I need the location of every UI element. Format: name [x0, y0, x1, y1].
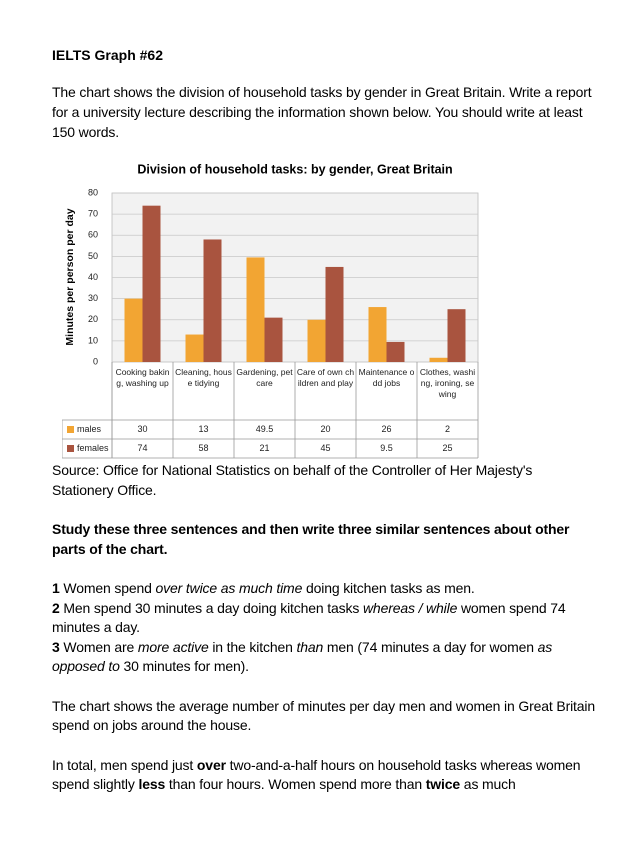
chart-title: Division of household tasks: by gender, … — [137, 162, 452, 176]
text-run: whereas / while — [362, 599, 458, 616]
text-run: 1 — [52, 580, 60, 596]
paragraph: Source: Office for National Statistics o… — [52, 461, 597, 500]
text-run: less — [138, 776, 166, 792]
page-title: IELTS Graph #62 — [52, 47, 163, 63]
text-run: than four hours. Women spend more than — [165, 776, 426, 792]
bar — [325, 266, 344, 362]
legend-swatch — [67, 426, 74, 433]
paragraph: Study these three sentences and then wri… — [52, 520, 597, 559]
text-line: Study these three sentences and then wri… — [52, 520, 597, 559]
text-run: Women are — [59, 638, 138, 655]
table-value: 9.5 — [380, 443, 393, 453]
table-value: 20 — [320, 424, 330, 434]
text-run: than — [296, 638, 324, 655]
paragraph: In total, men spend just over two-and-a-… — [52, 756, 597, 795]
table-value: 26 — [381, 424, 391, 434]
intro-text: The chart shows the division of househol… — [52, 84, 592, 140]
text-run: Study these three sentences and then wri… — [52, 521, 574, 557]
bar — [307, 319, 326, 362]
table-value: 21 — [259, 443, 269, 453]
text-run: doing kitchen tasks as men. — [302, 580, 475, 596]
text-run: twice — [425, 776, 461, 792]
y-tick-label: 70 — [88, 209, 98, 219]
text-run: 30 minutes for men). — [119, 658, 250, 674]
text-run: The chart shows the average number of mi… — [52, 697, 599, 734]
table-value: 49.5 — [256, 424, 274, 434]
text-run: Men spend 30 minutes a day doing kitchen… — [59, 599, 363, 616]
table-value: 2 — [445, 424, 450, 434]
x-tick-label: Cleaning, house tidying — [175, 367, 232, 388]
text-run: more active — [137, 638, 209, 655]
legend-swatch — [67, 445, 74, 452]
text-run: over twice as much time — [155, 580, 303, 596]
text-run: as much — [460, 776, 516, 792]
y-tick-label: 20 — [88, 314, 98, 324]
text-run: men (74 minutes a day for women — [323, 638, 538, 655]
y-tick-label: 40 — [88, 272, 98, 282]
y-tick-label: 80 — [88, 187, 98, 197]
text-line: In total, men spend just over two-and-a-… — [52, 756, 597, 795]
text-line: 3 Women are more active in the kitchen t… — [52, 638, 597, 677]
text-line: Source: Office for National Statistics o… — [52, 461, 597, 500]
text-run: Source: Office for National Statistics o… — [52, 462, 536, 498]
text-line: The chart shows the average number of mi… — [52, 697, 597, 736]
text-blocks: Source: Office for National Statistics o… — [52, 461, 597, 815]
text-run: women spend 74 minutes a day. — [52, 599, 570, 636]
text-run: In total, men spend just — [52, 756, 197, 773]
y-tick-label: 50 — [88, 251, 98, 261]
bar — [264, 317, 283, 362]
y-tick-label: 30 — [88, 293, 98, 303]
text-run: two-and-a-half hours on household tasks … — [52, 756, 585, 793]
bar — [142, 205, 161, 362]
bar — [386, 341, 405, 362]
y-tick-label: 0 — [93, 356, 98, 366]
text-run: in the kitchen — [208, 638, 297, 655]
text-line: 2 Men spend 30 minutes a day doing kitch… — [52, 599, 597, 638]
legend-label: females — [77, 443, 109, 453]
y-tick-label: 60 — [88, 230, 98, 240]
table-value: 45 — [320, 443, 330, 453]
table-value: 58 — [198, 443, 208, 453]
x-tick-label: Clothes, washing, ironing, sewing — [419, 367, 476, 399]
x-tick-label: Maintenance odd jobs — [358, 367, 415, 388]
x-tick-label: Care of own children and play — [296, 367, 355, 388]
bar — [447, 309, 466, 362]
table-value: 25 — [442, 443, 452, 453]
text-run: 2 — [52, 599, 60, 616]
x-tick-label: Gardening, pet care — [236, 367, 293, 388]
legend-label: males — [77, 424, 102, 434]
table-value: 30 — [137, 424, 147, 434]
chart-svg: Division of household tasks: by gender, … — [62, 162, 479, 459]
text-run: 3 — [52, 638, 60, 655]
chart: Division of household tasks: by gender, … — [62, 155, 492, 460]
bar — [246, 257, 265, 362]
text-line: 1 Women spend over twice as much time do… — [52, 579, 597, 599]
bar — [185, 334, 204, 362]
bar — [429, 357, 448, 362]
paragraph: The chart shows the average number of mi… — [52, 697, 597, 736]
text-run: as opposed to — [52, 638, 556, 675]
table-value: 13 — [198, 424, 208, 434]
y-tick-label: 10 — [88, 335, 98, 345]
paragraph: 1 Women spend over twice as much time do… — [52, 579, 597, 677]
x-tick-label: Cooking baking, washing up — [115, 367, 170, 388]
bar — [203, 239, 222, 362]
text-run: Women spend — [59, 580, 156, 596]
bar — [368, 307, 387, 362]
bar — [124, 298, 143, 362]
table-value: 74 — [137, 443, 147, 453]
y-axis-label: Minutes per person per day — [64, 208, 76, 345]
text-run: over — [196, 756, 226, 773]
